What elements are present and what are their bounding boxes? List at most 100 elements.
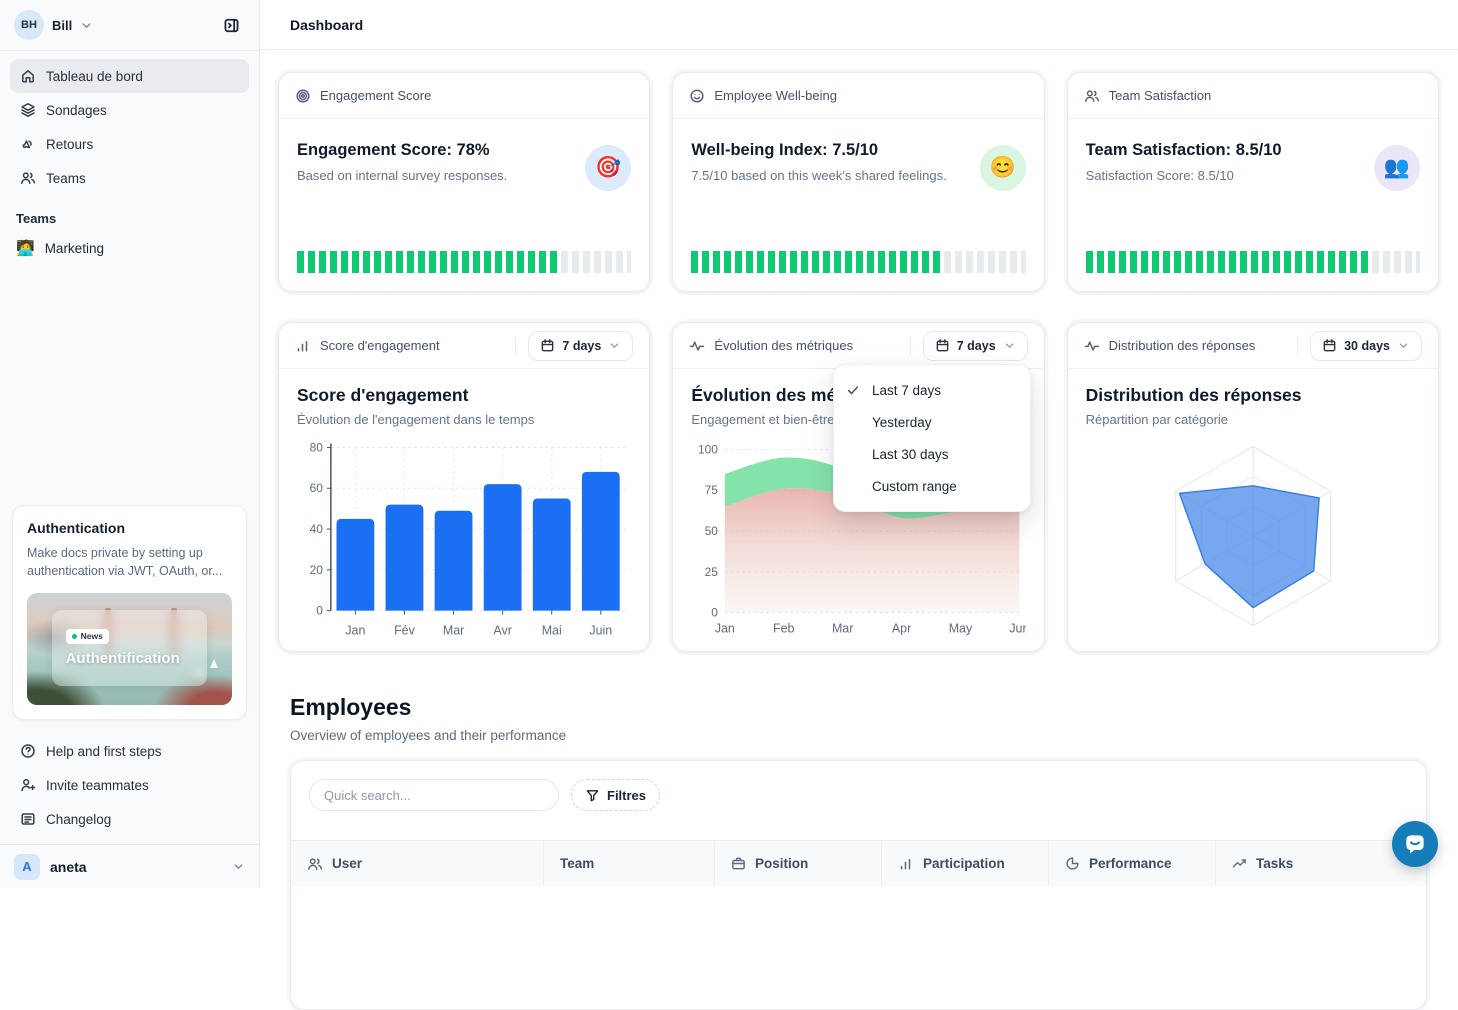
help-icon: [20, 743, 36, 759]
sidebar: BH Bill Tableau de bord Sondages Retours Te…: [0, 0, 260, 888]
promo-card-authentication[interactable]: Authentication Make docs private by sett…: [12, 504, 247, 720]
sidebar-nav: Tableau de bord Sondages Retours Teams: [0, 51, 259, 195]
workspace-name: aneta: [50, 858, 87, 875]
progress-stripes: [1085, 251, 1420, 273]
badge-dot: [71, 633, 77, 639]
sidebar-item-sondages[interactable]: Sondages: [10, 93, 249, 127]
sidebar-item-retours[interactable]: Retours: [10, 127, 249, 161]
bar-chart-icon: [295, 338, 311, 354]
menu-item-yesterday[interactable]: Yesterday: [872, 414, 932, 430]
table-toolbar: Filtres: [291, 761, 1426, 829]
sidebar-item-tableau-de-bord[interactable]: Tableau de bord: [10, 59, 249, 93]
svg-text:Jun: Jun: [1010, 622, 1026, 636]
topbar: Dashboard: [260, 0, 1458, 50]
divider: [0, 50, 259, 51]
svg-text:Juin: Juin: [589, 624, 612, 638]
employees-title: Employees: [290, 694, 412, 720]
sidebar-footer-nav: Help and first steps Invite teammates Chan…: [0, 734, 259, 836]
chart-card-header: Score d'engagement 7 days: [279, 323, 650, 369]
sidebar-collapse-button[interactable]: [217, 11, 245, 39]
divider: [515, 336, 517, 355]
stat-value: Well-being Index: 7.5/10: [691, 141, 879, 159]
menu-item-last-30-days[interactable]: Last 30 days: [872, 446, 949, 462]
sidebar-footer-invite-teammates[interactable]: Invite teammates: [10, 768, 249, 802]
content: Engagement Score Engagement Score: 78% Bas…: [260, 50, 1458, 1010]
users-icon: [1084, 88, 1100, 104]
users-icon: [307, 856, 323, 872]
radar-chart: [1086, 429, 1420, 649]
bar-chart-icon: [898, 856, 914, 872]
svg-text:Mar: Mar: [832, 622, 853, 636]
search-input[interactable]: [309, 779, 559, 811]
page-title: Dashboard: [290, 16, 364, 33]
promo-title: Authentication: [27, 519, 125, 536]
column-header-team[interactable]: Team: [544, 841, 715, 886]
home-icon: [20, 68, 36, 84]
stat-card-3: Team Satisfaction Team Satisfaction: 8.5/…: [1066, 72, 1439, 292]
column-header-performance[interactable]: Performance: [1049, 841, 1216, 886]
date-range-button[interactable]: 30 days: [1310, 330, 1422, 361]
svg-text:80: 80: [310, 440, 324, 454]
chart-card-bar: Score d'engagement 7 days Score d'engageme…: [278, 322, 651, 652]
promo-image: News Authentification: [27, 593, 232, 705]
date-range-button[interactable]: 7 days: [528, 330, 634, 361]
chart-subtitle: Évolution de l'engagement dans le temps: [297, 412, 535, 427]
activity-icon: [1084, 338, 1100, 354]
stat-card-body: Team Satisfaction: 8.5/10 Satisfaction Sc…: [1068, 119, 1438, 251]
changelog-icon: [20, 811, 36, 827]
column-header-participation[interactable]: Participation: [882, 841, 1049, 886]
svg-text:25: 25: [705, 565, 719, 579]
chat-launcher-button[interactable]: [1392, 821, 1438, 867]
employees-subtitle: Overview of employees and their performa…: [290, 728, 567, 743]
sidebar-footer-help-and-first-steps[interactable]: Help and first steps: [10, 734, 249, 768]
svg-text:Apr: Apr: [892, 622, 911, 636]
stat-description: Based on internal survey responses.: [297, 168, 508, 183]
divider: [1297, 336, 1299, 355]
employees-table-card: Filtres UserTeamPositionParticipationPer…: [290, 760, 1427, 1010]
chevron-down-icon: [1397, 339, 1410, 352]
user-avatar[interactable]: BH: [14, 10, 44, 40]
svg-text:Jan: Jan: [715, 622, 735, 636]
svg-text:Jan: Jan: [345, 624, 365, 638]
menu-item-custom-range[interactable]: Custom range: [872, 478, 957, 494]
chart-card-body: Score d'engagement Évolution de l'engagem…: [279, 369, 649, 651]
promo-overlay-card: News Authentification: [51, 609, 208, 686]
svg-text:60: 60: [310, 481, 324, 495]
svg-text:100: 100: [698, 442, 718, 456]
sidebar-item-teams[interactable]: Teams: [10, 161, 249, 195]
calendar-icon: [540, 338, 555, 353]
employees-section-header: Employees Overview of employees and thei…: [290, 694, 566, 743]
menu-item-last-7-days[interactable]: Last 7 days: [834, 374, 1030, 406]
main-area: Dashboard Engagement Score Engagement Sco…: [260, 0, 1458, 1010]
news-badge: News: [65, 628, 109, 644]
sidebar-team-marketing[interactable]: 🧑‍💻 Marketing: [16, 240, 104, 257]
user-name[interactable]: Bill: [52, 17, 73, 33]
column-header-tasks[interactable]: Tasks: [1216, 841, 1426, 886]
trending-up-icon: [1232, 856, 1247, 871]
stat-value: Engagement Score: 78%: [297, 141, 490, 159]
stat-emoji-icon: 😊: [979, 145, 1026, 191]
smile-icon: [689, 88, 705, 104]
chart-title: Distribution des réponses: [1085, 385, 1302, 405]
stat-card-2: Employee Well-being Well-being Index: 7.5…: [672, 72, 1045, 292]
activity-icon: [689, 338, 705, 354]
svg-text:50: 50: [705, 524, 719, 538]
workspace-avatar: A: [14, 853, 40, 880]
sidebar-footer-changelog[interactable]: Changelog: [10, 802, 249, 836]
progress-stripes: [297, 251, 632, 273]
panel-collapse-icon: [223, 17, 240, 34]
filters-button[interactable]: Filtres: [571, 779, 661, 811]
user-plus-icon: [20, 777, 36, 793]
svg-text:May: May: [949, 622, 973, 636]
date-range-menu: Last 7 days Yesterday Last 30 days Custom r…: [833, 364, 1031, 512]
stat-emoji-icon: 🎯: [585, 145, 632, 191]
svg-text:Avr: Avr: [493, 624, 511, 638]
column-header-position[interactable]: Position: [715, 841, 882, 886]
svg-text:Mai: Mai: [542, 624, 562, 638]
chevron-down-icon[interactable]: [80, 19, 93, 32]
workspace-switcher[interactable]: A aneta: [0, 844, 259, 888]
date-range-button[interactable]: 7 days: [922, 330, 1028, 361]
progress-stripes: [691, 251, 1026, 273]
teams-section-label: Teams: [16, 211, 57, 226]
column-header-user[interactable]: User: [291, 841, 544, 886]
